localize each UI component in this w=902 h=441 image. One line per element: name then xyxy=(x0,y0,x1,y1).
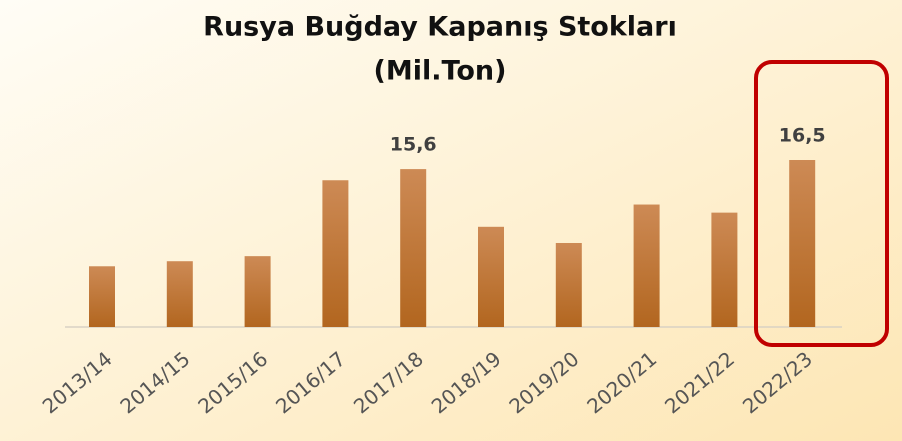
bar xyxy=(400,169,427,327)
chart-subtitle: (Mil.Ton) xyxy=(374,56,507,87)
data-label: 15,6 xyxy=(390,134,437,156)
highlight-box xyxy=(754,60,889,347)
bar xyxy=(633,204,660,327)
bar xyxy=(711,212,738,327)
bar xyxy=(322,180,349,327)
bar xyxy=(478,226,504,327)
bar xyxy=(244,256,271,327)
bar xyxy=(166,261,193,327)
chart-title: Rusya Buğday Kapanış Stokları xyxy=(203,12,677,43)
data-label: 16,5 xyxy=(779,125,826,147)
bar xyxy=(89,266,115,327)
bar xyxy=(555,242,582,327)
bar xyxy=(789,160,816,327)
